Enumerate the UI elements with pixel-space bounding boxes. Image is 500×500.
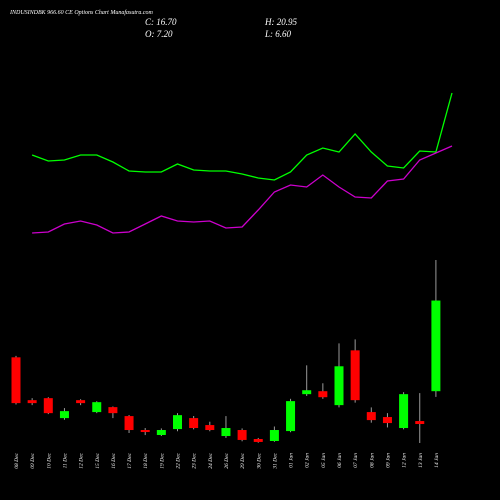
- candle-body: [269, 430, 279, 441]
- x-tick-label: 06 Jan: [337, 453, 343, 468]
- x-tick-label: 23 Dec: [192, 452, 198, 468]
- candle-body: [366, 412, 376, 421]
- x-tick-label: 19 Dec: [159, 452, 165, 468]
- candle-body: [286, 401, 296, 432]
- open-readout: O: 7.20: [145, 29, 173, 39]
- candle-body: [43, 398, 53, 414]
- candle-body: [350, 350, 360, 401]
- x-tick-label: 14 Jan: [433, 453, 440, 468]
- candle-body: [92, 402, 102, 413]
- low-readout: L: 6.60: [264, 29, 292, 39]
- candle-body: [431, 300, 441, 392]
- x-tick-label: 26 Dec: [224, 452, 230, 468]
- x-tick-label: 08 Dec: [14, 452, 20, 468]
- candle-body: [302, 390, 312, 395]
- x-tick-label: 13 Jan: [418, 453, 424, 468]
- x-tick-label: 10 Dec: [46, 452, 52, 468]
- x-tick-label: 12 Jan: [402, 453, 408, 468]
- candle-body: [108, 407, 118, 414]
- x-tick-label: 12 Dec: [79, 452, 85, 468]
- candle-body: [399, 394, 409, 429]
- indicator-line: [32, 145, 453, 234]
- chart-title: INDUSINDBK 966.60 CE Options Chart Munaf…: [9, 9, 154, 16]
- x-tick-label: 22 Dec: [176, 452, 182, 468]
- x-tick-label: 31 Dec: [272, 452, 278, 469]
- candle-body: [334, 366, 344, 406]
- x-tick-label: 29 Dec: [240, 452, 246, 468]
- candle-body: [237, 430, 247, 440]
- x-tick-label: 16 Dec: [111, 452, 117, 468]
- candle-body: [76, 400, 86, 404]
- x-tick-label: 02 Jan: [305, 453, 311, 468]
- high-readout: H: 20.95: [264, 17, 297, 27]
- candle-body: [140, 430, 150, 433]
- x-tick-label: 15 Dec: [95, 452, 101, 468]
- candle-body: [59, 411, 69, 419]
- candle-body: [173, 415, 182, 430]
- x-tick-label: 07 Jan: [353, 453, 359, 468]
- candle-body: [382, 417, 392, 424]
- close-readout: C: 16.70: [145, 17, 177, 27]
- candle-body: [253, 438, 263, 442]
- candle-body: [189, 418, 199, 429]
- candle-body: [11, 357, 21, 404]
- candle-body: [205, 425, 215, 431]
- indicator-line: [31, 92, 453, 181]
- candle-body: [415, 421, 425, 425]
- x-tick-label: 05 Jan: [321, 453, 327, 468]
- x-tick-label: 01 Jan: [289, 453, 295, 468]
- x-tick-label: 09 Dec: [30, 452, 36, 468]
- candle-body: [221, 428, 231, 437]
- x-tick-label: 11 Dec: [62, 452, 68, 468]
- x-tick-label: 17 Dec: [127, 452, 133, 468]
- x-tick-label: 08 Jan: [369, 453, 375, 468]
- x-tick-label: 30 Dec: [256, 452, 262, 469]
- candle-body: [124, 416, 134, 431]
- x-tick-label: 24 Dec: [207, 452, 214, 468]
- candle-body: [156, 430, 166, 435]
- candle-body: [318, 391, 328, 398]
- x-tick-label: 09 Jan: [385, 453, 391, 468]
- x-tick-label: 18 Dec: [143, 452, 149, 468]
- candle-body: [27, 400, 37, 404]
